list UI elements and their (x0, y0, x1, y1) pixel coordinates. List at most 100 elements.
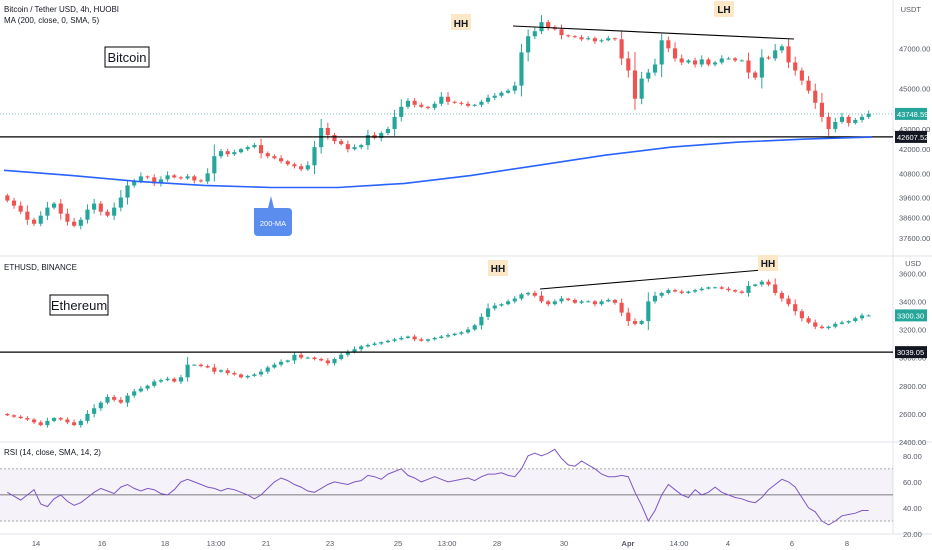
eth-candle-body (359, 346, 364, 350)
btc-candle-body (238, 149, 244, 153)
btc-candle-body (519, 52, 524, 86)
eth-candle-body (859, 315, 865, 319)
btc-candle-body (185, 176, 190, 179)
btc-price-tag-text: 43748.59 (897, 110, 928, 119)
eth-hh1-bg (488, 260, 508, 276)
eth-y-tick: 2400.00 (899, 438, 926, 447)
eth-price-tag-text: 3300.30 (897, 311, 924, 320)
btc-candle-body (339, 141, 344, 145)
eth-candle-body (639, 321, 644, 324)
eth-candle-body (65, 419, 70, 423)
btc-candle-body (592, 38, 597, 42)
btc-candle-body (566, 35, 571, 37)
btc-candle-body (739, 60, 744, 62)
btc-candle-body (172, 175, 177, 178)
btc-candle-body (733, 58, 738, 61)
eth-candle-body (733, 290, 738, 292)
eth-candle-body (646, 301, 651, 322)
btc-candle-body (38, 215, 43, 224)
btc-title: Bitcoin / Tether USD, 4h, HUOBI (4, 5, 119, 14)
eth-candles (5, 278, 871, 428)
btc-currency: USDT (901, 5, 922, 14)
x-tick: 16 (98, 539, 106, 548)
btc-candle-body (352, 147, 357, 150)
eth-name-label: Ethereum (51, 298, 107, 313)
x-tick: 13:00 (207, 539, 226, 548)
btc-candle-body (612, 38, 618, 40)
btc-hh-label: HH (454, 19, 468, 30)
eth-candle-body (425, 339, 431, 341)
eth-candle-body (746, 285, 751, 293)
eth-candle-body (692, 290, 698, 292)
btc-candle-body (125, 185, 130, 198)
eth-candle-body (399, 337, 404, 340)
btc-candle-body (192, 176, 197, 181)
btc-candle-body (866, 113, 871, 117)
eth-candle-body (452, 333, 457, 336)
eth-candle-body (11, 415, 17, 417)
x-tick: 4 (726, 539, 730, 548)
eth-y-tick: 3600.00 (899, 269, 926, 278)
eth-candle-body (165, 378, 170, 381)
eth-candle-body (853, 318, 858, 322)
btc-candle-body (218, 151, 224, 157)
btc-candle-body (819, 102, 824, 117)
eth-candle-body (198, 364, 204, 367)
eth-candle-body (793, 304, 798, 312)
btc-lh-bg (714, 1, 734, 17)
eth-candle-body (606, 299, 611, 302)
btc-candle-body (118, 197, 123, 208)
btc-candle-body (332, 135, 337, 142)
btc-y-tick: 40800.00 (899, 169, 930, 178)
eth-candle-body (706, 287, 711, 289)
btc-candle-body (98, 203, 103, 212)
btc-candle-body (379, 133, 384, 139)
ma-callout (254, 196, 292, 236)
btc-candle-body (706, 59, 711, 65)
eth-candle-body (599, 301, 604, 305)
eth-candle-body (652, 295, 658, 302)
eth-candle-body (519, 294, 524, 299)
btc-candle-body (225, 151, 230, 155)
eth-candle-body (125, 395, 130, 403)
eth-candle-body (532, 292, 537, 296)
eth-candle-body (78, 420, 83, 426)
btc-candle-body (365, 135, 370, 146)
eth-candle-body (779, 292, 784, 299)
btc-candle-body (619, 39, 624, 59)
btc-candle-body (272, 156, 277, 159)
eth-candle-body (846, 321, 851, 323)
x-tick: 8 (845, 539, 849, 548)
btc-name-box (104, 46, 150, 68)
btc-candle-body (212, 156, 217, 174)
eth-candle-body (392, 339, 397, 341)
eth-candle-body (345, 352, 350, 355)
eth-candle-body (833, 323, 838, 327)
btc-candle-body (412, 100, 417, 105)
x-tick: 14:00 (670, 539, 689, 548)
eth-candle-body (445, 335, 451, 337)
eth-candle-body (52, 418, 57, 421)
btc-candle-body (205, 173, 210, 182)
eth-candle-body (579, 301, 584, 303)
ma-callout-text: 200-MA (260, 219, 286, 228)
eth-candle-body (686, 291, 691, 293)
eth-candle-body (773, 284, 778, 293)
rsi-y-tick: 80.00 (903, 452, 922, 461)
btc-candle-body (759, 57, 764, 78)
eth-candle-body (372, 343, 377, 345)
btc-candle-body (52, 203, 57, 208)
btc-candle-body (526, 36, 531, 53)
btc-candle-body (666, 40, 671, 49)
btc-candle-body (145, 176, 150, 178)
btc-candle-body (405, 100, 411, 107)
eth-candle-body (38, 422, 43, 426)
rsi-y-tick: 40.00 (903, 504, 922, 513)
eth-candle-body (786, 298, 791, 305)
eth-candle-body (112, 397, 117, 400)
eth-candle-body (312, 357, 317, 360)
btc-candle-body (793, 62, 798, 71)
x-tick: 13:00 (438, 539, 457, 548)
